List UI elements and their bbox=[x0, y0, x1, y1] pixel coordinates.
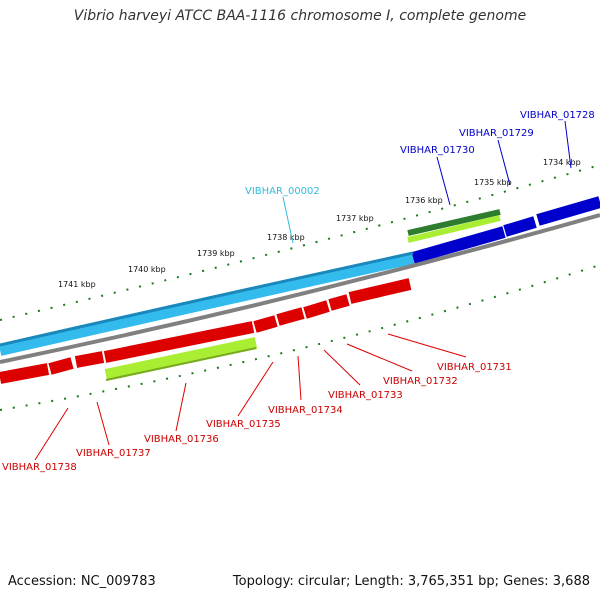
label-vibhar-01731[interactable]: VIBHAR_01731 bbox=[437, 362, 512, 373]
leader-01731 bbox=[387, 333, 467, 358]
leader-01737 bbox=[96, 401, 110, 446]
label-vibhar-01728[interactable]: VIBHAR_01728 bbox=[520, 110, 595, 121]
rna-gene-highlight bbox=[0, 251, 414, 347]
tick-label-1739: 1739 kbp bbox=[197, 249, 235, 258]
reverse-cds-01733[interactable] bbox=[303, 300, 330, 319]
reverse-cds-01737a[interactable] bbox=[74, 351, 105, 368]
map-title: Vibrio harveyi ATCC BAA-1116 chromosome … bbox=[73, 8, 527, 24]
leader-01732 bbox=[346, 343, 413, 372]
reverse-cds-01735[interactable] bbox=[253, 315, 278, 333]
label-vibhar-01732[interactable]: VIBHAR_01732 bbox=[383, 376, 458, 387]
reverse-cds-01738[interactable] bbox=[0, 363, 50, 384]
yellowgreen-feature[interactable] bbox=[407, 215, 501, 243]
accession-text: Accession: NC_009783 bbox=[8, 574, 156, 589]
label-vibhar-01738[interactable]: VIBHAR_01738 bbox=[2, 462, 77, 473]
label-vibhar-01735[interactable]: VIBHAR_01735 bbox=[206, 419, 281, 430]
label-vibhar-01733[interactable]: VIBHAR_01733 bbox=[328, 390, 403, 401]
reverse-cds-01734[interactable] bbox=[276, 307, 305, 326]
leader-01738 bbox=[34, 407, 69, 461]
reverse-cds-01736[interactable] bbox=[103, 321, 255, 363]
tick-label-1734: 1734 kbp bbox=[543, 158, 581, 167]
green-feature[interactable] bbox=[407, 209, 501, 236]
reverse-cds-01737b[interactable] bbox=[48, 357, 74, 375]
leader-01729 bbox=[497, 139, 511, 186]
yellowgreen-feature-bottom[interactable] bbox=[104, 337, 258, 381]
genome-stats-text: Topology: circular; Length: 3,765,351 bp… bbox=[232, 574, 590, 589]
tick-label-1735: 1735 kbp bbox=[474, 178, 512, 187]
leader-01728 bbox=[564, 120, 572, 169]
leader-00002 bbox=[282, 196, 294, 244]
yellowgreen-feature-bottom-edge bbox=[105, 347, 257, 381]
forward-cds-01730[interactable] bbox=[411, 226, 506, 264]
leader-01734 bbox=[297, 355, 302, 401]
reverse-cds-01732[interactable] bbox=[328, 294, 350, 311]
label-vibhar-01729[interactable]: VIBHAR_01729 bbox=[459, 128, 534, 139]
tick-label-1736: 1736 kbp bbox=[405, 196, 443, 205]
label-vibhar-01737[interactable]: VIBHAR_01737 bbox=[76, 448, 151, 459]
tick-label-1737: 1737 kbp bbox=[336, 214, 374, 223]
label-vibhar-01734[interactable]: VIBHAR_01734 bbox=[268, 405, 343, 416]
label-vibhar-01736[interactable]: VIBHAR_01736 bbox=[144, 434, 219, 445]
leader-01735 bbox=[237, 361, 274, 417]
forward-cds-01729[interactable] bbox=[503, 216, 537, 237]
forward-cds-01728[interactable] bbox=[536, 196, 600, 226]
tick-label-1741: 1741 kbp bbox=[58, 280, 96, 289]
backbone bbox=[0, 213, 600, 364]
leader-01733 bbox=[323, 349, 361, 386]
tick-label-1738: 1738 kbp bbox=[267, 233, 305, 242]
leader-01736 bbox=[175, 382, 187, 432]
leader-01730 bbox=[436, 156, 451, 206]
rna-gene-00002[interactable] bbox=[0, 252, 415, 356]
label-vibhar-00002[interactable]: VIBHAR_00002 bbox=[245, 186, 320, 197]
label-vibhar-01730[interactable]: VIBHAR_01730 bbox=[400, 145, 475, 156]
reverse-cds-01731[interactable] bbox=[348, 278, 412, 304]
tick-label-1740: 1740 kbp bbox=[128, 265, 166, 274]
